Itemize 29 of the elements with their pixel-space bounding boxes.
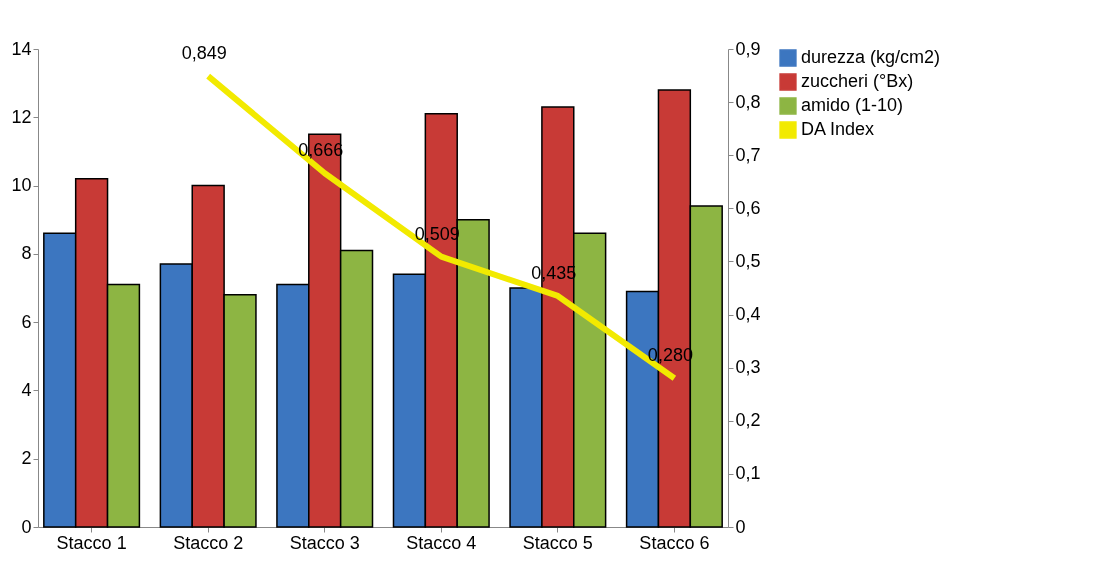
legend-label: zuccheri (°Bx) [801, 71, 914, 91]
y2-tick-label: 0,7 [735, 144, 761, 165]
x-tick-label: Stacco 1 [56, 532, 127, 553]
y2-tick-label: 0,2 [735, 410, 761, 431]
y-tick-label: 10 [11, 175, 32, 196]
y-tick-label: 2 [21, 448, 32, 469]
legend-label: amido (1-10) [801, 95, 904, 115]
x-tick-label: Stacco 4 [406, 532, 477, 553]
y-tick-label: 0 [21, 516, 32, 537]
y2-tick-label: 0,4 [735, 304, 761, 325]
y2-tick-label: 0,9 [735, 38, 761, 59]
y2-tick-label: 0,6 [735, 197, 761, 218]
x-tick-label: Stacco 6 [639, 532, 710, 553]
y-tick-label: 8 [21, 243, 32, 264]
data-label: 0,849 [181, 43, 227, 64]
y2-tick-label: 0,3 [735, 357, 761, 378]
legend-label: durezza (kg/cm2) [801, 47, 941, 67]
y-tick-label: 12 [11, 106, 32, 127]
y-tick-label: 6 [21, 311, 32, 332]
x-tick-label: Stacco 3 [289, 532, 360, 553]
x-tick-label: Stacco 5 [522, 532, 593, 553]
y2-tick-label: 0,1 [735, 463, 761, 484]
legend-label: DA Index [801, 119, 875, 139]
y2-tick-label: 0,8 [735, 91, 761, 112]
x-tick-label: Stacco 2 [173, 532, 244, 553]
y-tick-label: 4 [21, 379, 32, 400]
y-tick-label: 14 [11, 38, 32, 59]
y2-tick-label: 0 [735, 516, 746, 537]
y2-tick-label: 0,5 [735, 250, 761, 271]
